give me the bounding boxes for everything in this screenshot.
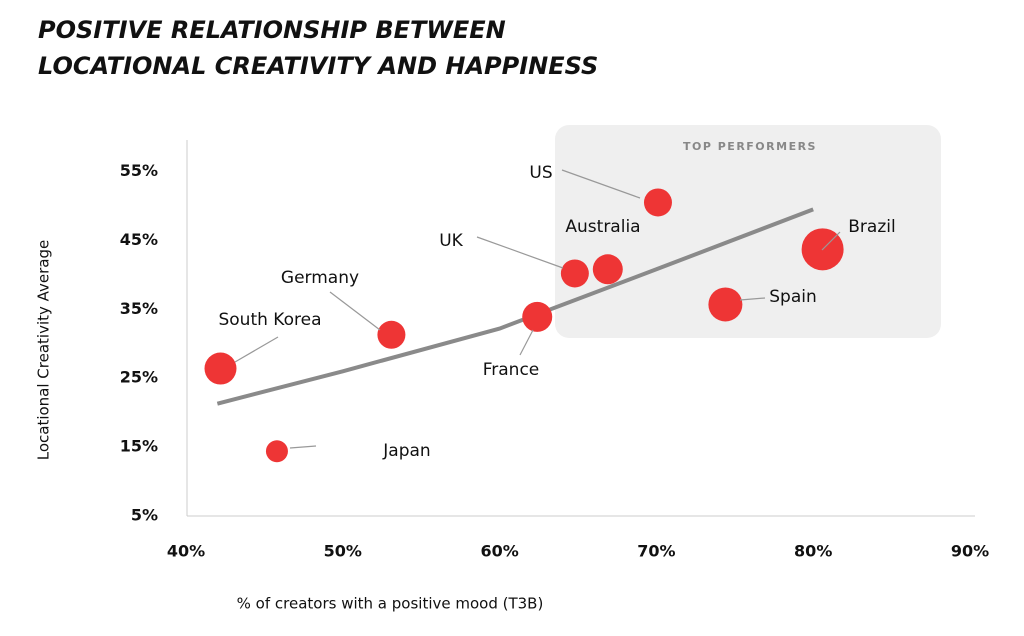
x-tick-label: 40% [167,542,205,561]
trend-line [216,207,814,406]
chart-title: LOCATIONAL CREATIVITY AND HAPPINESS [38,52,598,80]
y-tick-label: 55% [120,161,158,180]
bubble [592,254,623,285]
bubble [204,352,237,385]
leader-line [519,329,534,356]
chart-title: POSITIVE RELATIONSHIP BETWEEN [38,16,506,44]
bubble [377,320,406,349]
leader-line [739,297,766,301]
y-tick-label: 45% [120,230,158,249]
x-tick-label: 90% [951,542,989,561]
point-label: UK [439,231,463,251]
y-tick-label: 35% [120,299,158,318]
bubble [265,440,288,463]
x-tick-label: 50% [324,542,362,561]
leader-line [821,231,841,251]
y-axis-label: Locational Creativity Average [35,240,53,461]
x-tick-label: 80% [794,542,832,561]
x-tick-label: 60% [480,542,518,561]
bubble [522,301,553,332]
x-axis-label: % of creators with a positive mood (T3B) [237,595,544,613]
annotation: TOP PERFORMERS [683,140,817,153]
point-label: France [483,360,540,380]
bubble [708,287,743,322]
point-label: Brazil [848,217,895,237]
y-tick-label: 25% [120,368,158,387]
point-label: Australia [565,217,640,237]
leader-line [561,169,641,199]
point-label: Spain [769,287,817,307]
top-performers-box [555,125,941,338]
point-label: US [529,163,552,183]
point-label: Germany [281,268,359,288]
bubble [643,188,672,217]
point-label: Japan [382,441,430,461]
leader-line [289,445,317,449]
point-label: South Korea [218,310,321,330]
leader-line [234,336,279,363]
y-tick-label: 5% [131,506,158,525]
bubble [560,259,589,288]
leader-line [329,291,381,331]
y-tick-label: 15% [120,437,158,456]
leader-line [476,236,564,269]
x-tick-label: 70% [637,542,675,561]
